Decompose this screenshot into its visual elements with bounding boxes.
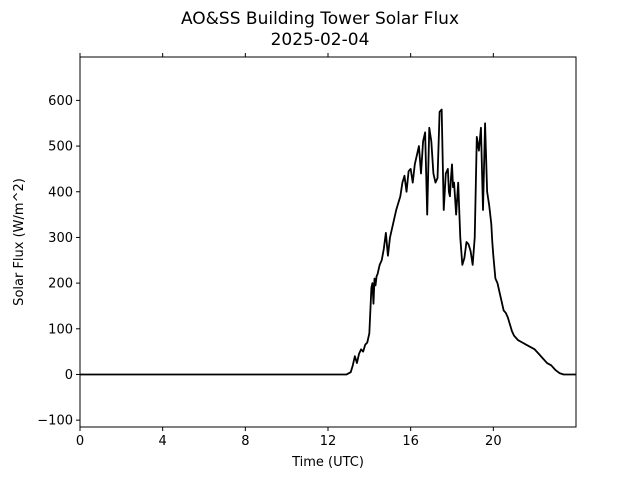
- x-tick-label: 12: [320, 434, 337, 449]
- chart-subtitle: 2025-02-04: [271, 30, 370, 50]
- y-tick-label: 500: [48, 140, 73, 155]
- y-tick-label: 100: [48, 322, 73, 337]
- x-tick-label: 16: [402, 434, 419, 449]
- x-tick-label: 8: [241, 434, 249, 449]
- series-line: [80, 108, 576, 376]
- plot-area: [79, 56, 577, 428]
- x-axis-label: Time (UTC): [291, 455, 364, 470]
- y-axis-label: Solar Flux (W/m^2): [12, 178, 27, 306]
- y-axis: −100 0 100 200 300 400 500 600: [37, 94, 80, 429]
- x-tick-label: 0: [76, 434, 84, 449]
- y-tick-label: 200: [48, 277, 73, 292]
- x-tick-label: 4: [159, 434, 167, 449]
- x-axis: 0 4 8 12 16 20: [76, 53, 502, 449]
- y-tick-label: −100: [37, 414, 73, 429]
- y-tick-label: 400: [48, 185, 73, 200]
- x-tick-label: 20: [485, 434, 502, 449]
- y-tick-label: 600: [48, 94, 73, 109]
- y-tick-label: 0: [65, 368, 73, 383]
- chart-title: AO&SS Building Tower Solar Flux: [181, 9, 459, 29]
- series-layer: [80, 108, 576, 376]
- y-tick-label: 300: [48, 231, 73, 246]
